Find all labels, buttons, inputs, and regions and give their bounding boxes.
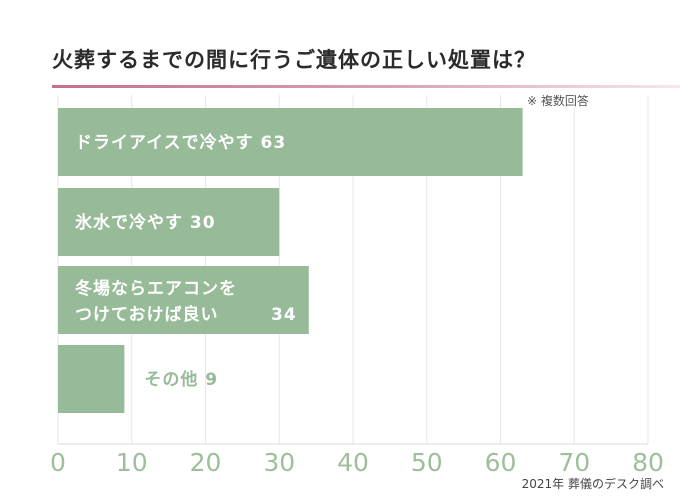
bar-value-label: 34: [271, 305, 297, 325]
x-tick-label: 40: [337, 448, 369, 477]
x-tick-label: 80: [632, 448, 664, 477]
title-underline: [52, 85, 680, 88]
bar: [58, 266, 309, 334]
bar-label: 氷水で冷やす 30: [75, 212, 216, 233]
x-tick-label: 20: [190, 448, 222, 477]
bar-label: その他 9: [144, 369, 218, 390]
x-tick-label: 60: [485, 448, 517, 477]
x-tick-label: 10: [116, 448, 148, 477]
chart-title: 火葬するまでの間に行うご遺体の正しい処置は？: [52, 48, 536, 72]
bar-label: 冬場ならエアコンを: [75, 278, 237, 299]
x-tick-label: 0: [50, 448, 66, 477]
bar: [58, 108, 523, 176]
bar-label: ドライアイスで冷やす 63: [75, 132, 286, 153]
bar: [58, 345, 125, 413]
source-credit: 2021年 葬儀のデスク調べ: [521, 477, 664, 491]
multiple-answers-note: ※ 複数回答: [527, 94, 589, 108]
x-tick-label: 70: [558, 448, 590, 477]
bar-label: つけておけば良い: [75, 304, 219, 325]
bar: [58, 188, 280, 256]
x-tick-label: 30: [263, 448, 295, 477]
x-tick-label: 50: [411, 448, 443, 477]
